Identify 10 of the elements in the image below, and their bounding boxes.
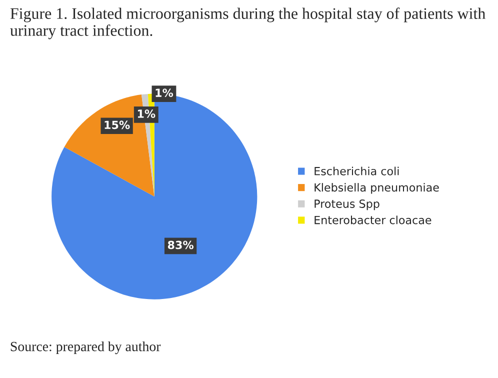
chart-title: Figure 1. Isolated microorganisms during the hospital stay of patients with urinary tract infection.	[10, 8, 486, 40]
legend-label: Klebsiella pneumoniae	[314, 183, 439, 194]
legend-label: Escherichia coli	[314, 166, 399, 176]
legend-label: Proteus Spp	[314, 200, 380, 210]
data-label: 1%	[138, 110, 156, 118]
legend-label: Enterobacter cloacae	[314, 216, 432, 224]
data-label: 83%	[168, 240, 194, 250]
source-note: Source: prepared by author	[10, 341, 161, 354]
data-label: 1%	[156, 88, 174, 98]
data-label: 15%	[104, 120, 130, 130]
